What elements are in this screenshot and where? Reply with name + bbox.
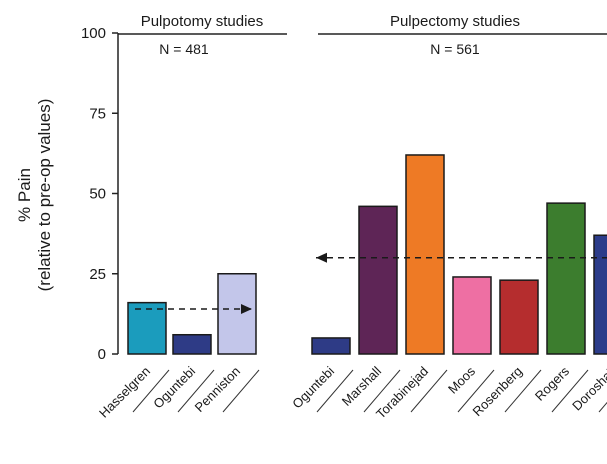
category-label: Moos: [445, 363, 478, 396]
bar-groups: Pulpotomy studies N = 481 Hasselgren Ogunte…: [96, 13, 607, 422]
y-axis-subtitle: (relative to pre-op values): [35, 99, 54, 292]
category-label: Penniston: [192, 364, 243, 415]
bar: [593, 234, 607, 355]
y-ticks: 0 25 50 75 100: [81, 25, 118, 363]
y-tick-label: 100: [81, 25, 106, 42]
bar: [311, 337, 351, 355]
bar: [452, 276, 492, 355]
y-tick-label: 0: [98, 346, 106, 363]
category-tick-line: [410, 369, 448, 413]
mean-arrow: [241, 304, 252, 315]
group-title: Pulpotomy studies: [141, 13, 264, 30]
category-tick-line: [177, 369, 215, 413]
bar-group: Pulpectomy studies N = 561 Oguntebi Marshal…: [289, 13, 607, 422]
sample-size-label: N = 561: [430, 41, 480, 57]
category-tick-line: [504, 369, 542, 413]
category-label: Oguntebi: [289, 363, 337, 411]
bar: [172, 333, 212, 355]
mean-arrow: [316, 252, 327, 263]
y-tick-label: 25: [89, 266, 106, 283]
category-tick-line: [316, 369, 354, 413]
category-label: Marshall: [339, 363, 384, 408]
bar: [405, 154, 445, 355]
bar: [499, 279, 539, 355]
y-axis-title: % Pain: [15, 168, 34, 222]
y-tick-label: 75: [89, 105, 106, 122]
bar: [546, 202, 586, 355]
category-label: Rosenberg: [470, 364, 526, 420]
category-label: Rogers: [532, 363, 573, 404]
bar: [358, 205, 398, 355]
category-tick-line: [132, 369, 170, 413]
category-tick-line: [551, 369, 589, 413]
group-title: Pulpectomy studies: [390, 13, 520, 30]
category-tick-line: [457, 369, 495, 413]
sample-size-label: N = 481: [159, 41, 209, 57]
category-tick-line: [222, 369, 260, 413]
category-tick-line: [598, 401, 607, 413]
category-label: Doroshak: [569, 363, 607, 413]
category-label: Hasselgren: [96, 364, 153, 421]
y-tick-label: 50: [89, 186, 106, 203]
bar: [217, 273, 257, 355]
category-tick-line: [363, 369, 401, 413]
bar: [127, 301, 167, 355]
